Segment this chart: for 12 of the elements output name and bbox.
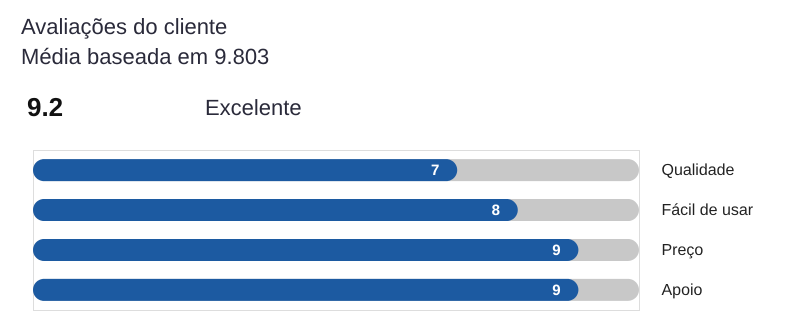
data-label: 9 <box>552 242 561 259</box>
y-tick-label: Preço <box>662 242 704 259</box>
chart-title: Avaliações do cliente <box>21 14 228 39</box>
text: 9.2 <box>27 92 64 122</box>
data-label: 8 <box>492 202 500 220</box>
chart-subtitle: Média baseada em 9.803 <box>21 44 270 69</box>
y-tick-label: Qualidade <box>662 162 735 180</box>
data-label: 9 <box>552 282 561 299</box>
y-tick-label: Fácil de usar <box>662 202 754 220</box>
y-tick-label: Apoio <box>662 282 703 299</box>
text: Excelente <box>205 95 302 120</box>
data-label: 7 <box>431 162 440 180</box>
